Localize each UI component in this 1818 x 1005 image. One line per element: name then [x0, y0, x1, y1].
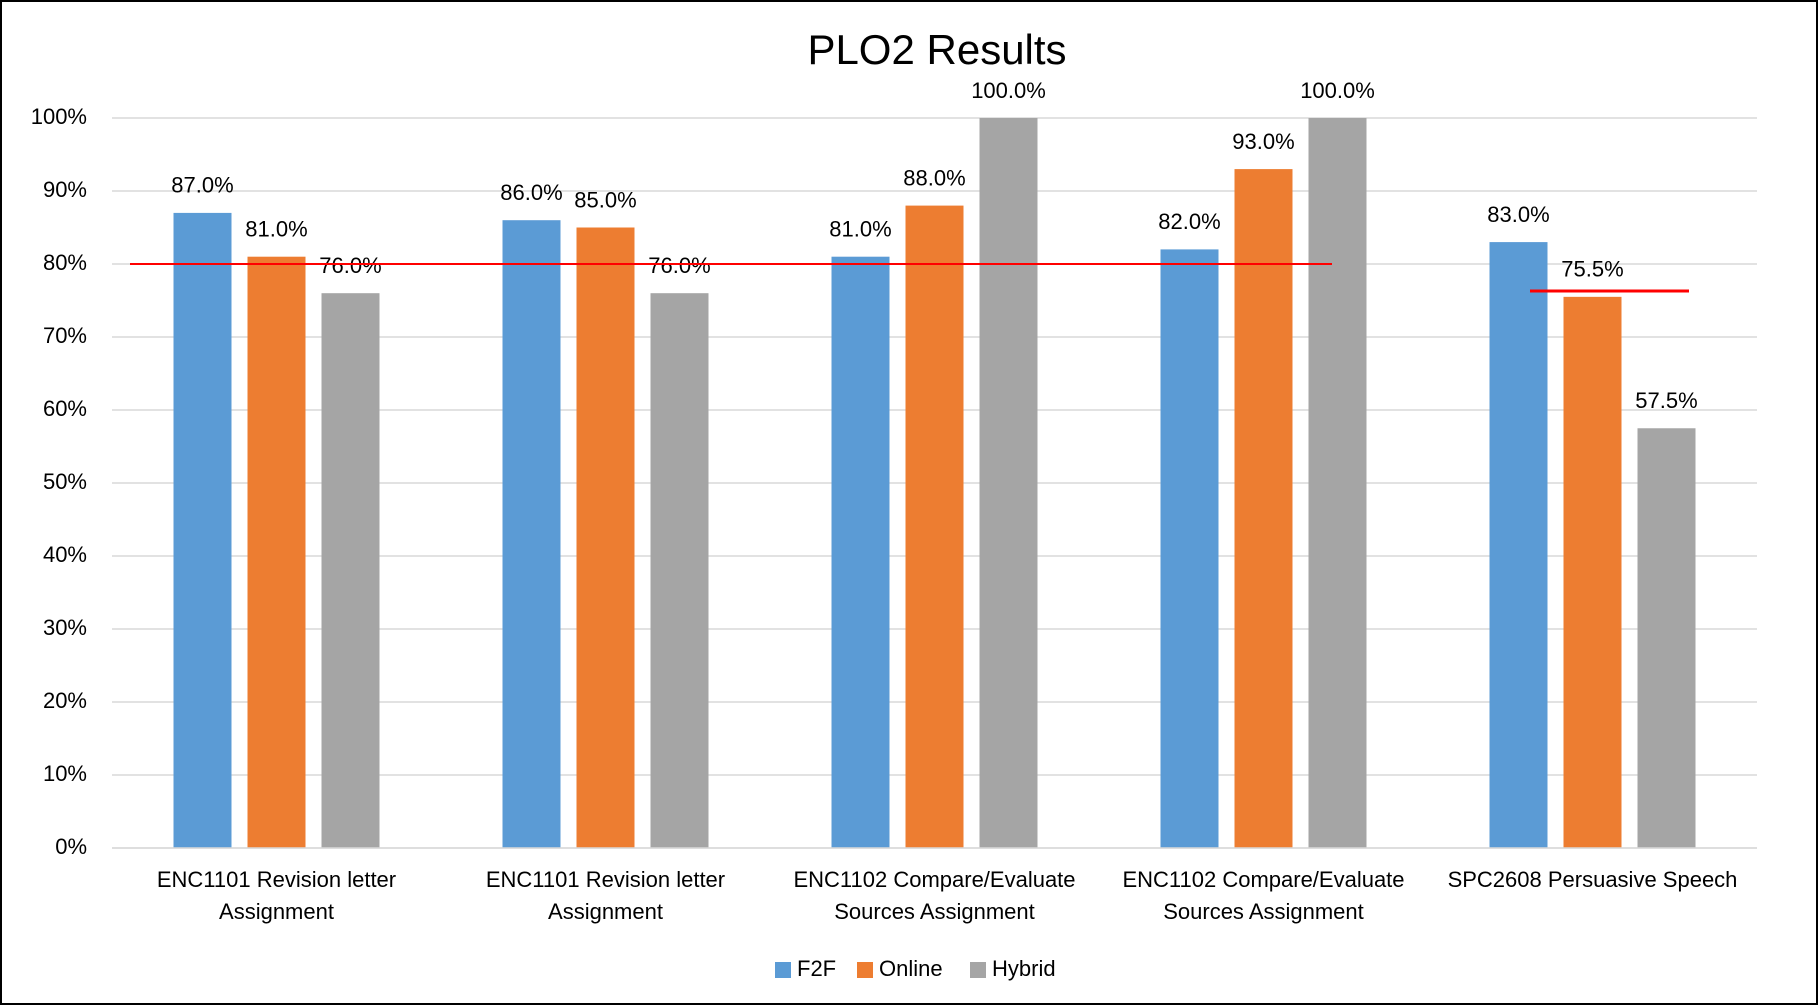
legend-swatch — [970, 962, 986, 978]
data-label: 76.0% — [319, 253, 381, 278]
data-label: 83.0% — [1487, 202, 1549, 227]
bar — [1234, 169, 1293, 849]
y-tick-label: 0% — [55, 834, 87, 859]
data-label: 87.0% — [171, 173, 233, 198]
bar — [247, 256, 306, 848]
data-label: 100.0% — [971, 78, 1046, 103]
y-tick-label: 30% — [43, 615, 87, 640]
bar — [650, 293, 709, 848]
bar — [1489, 242, 1548, 849]
data-label: 100.0% — [1300, 78, 1375, 103]
y-tick-label: 20% — [43, 688, 87, 713]
data-label: 82.0% — [1158, 209, 1220, 234]
data-label: 85.0% — [574, 187, 636, 212]
bar — [1563, 296, 1622, 849]
bar — [173, 212, 232, 848]
data-label: 93.0% — [1232, 129, 1294, 154]
legend-label: Online — [879, 956, 943, 981]
chart-title: PLO2 Results — [807, 26, 1066, 73]
data-label: 57.5% — [1635, 388, 1697, 413]
bar — [979, 118, 1038, 848]
bar — [1637, 428, 1696, 848]
legend-swatch — [775, 962, 791, 978]
bar — [831, 256, 890, 848]
data-label: 88.0% — [903, 165, 965, 190]
x-tick-label: SPC2608 Persuasive Speech — [1447, 867, 1738, 892]
legend-label: Hybrid — [992, 956, 1056, 981]
bar — [321, 293, 380, 848]
data-label: 81.0% — [245, 217, 307, 242]
y-tick-label: 70% — [43, 323, 87, 348]
legend-label: F2F — [797, 956, 836, 981]
data-label: 75.5% — [1561, 257, 1623, 282]
y-tick-label: 10% — [43, 761, 87, 786]
y-tick-label: 100% — [31, 104, 87, 129]
bar — [576, 227, 635, 848]
bar — [1308, 118, 1367, 848]
x-tick-label: ENC1101 Revision letter Assignment — [156, 867, 397, 924]
y-tick-label: 60% — [43, 396, 87, 421]
data-label: 81.0% — [829, 217, 891, 242]
y-tick-label: 90% — [43, 177, 87, 202]
bar — [502, 220, 561, 848]
data-label: 86.0% — [500, 180, 562, 205]
bar — [1160, 249, 1219, 848]
x-tick-label: ENC1102 Compare/Evaluate Sources Assignm… — [1122, 867, 1405, 924]
bar — [905, 205, 964, 849]
y-tick-label: 80% — [43, 250, 87, 275]
legend-swatch — [857, 962, 873, 978]
x-tick-label: ENC1101 Revision letter Assignment — [485, 867, 726, 924]
y-tick-label: 50% — [43, 469, 87, 494]
data-label: 76.0% — [648, 253, 710, 278]
y-tick-label: 40% — [43, 542, 87, 567]
x-tick-label: ENC1102 Compare/Evaluate Sources Assignm… — [793, 867, 1076, 924]
